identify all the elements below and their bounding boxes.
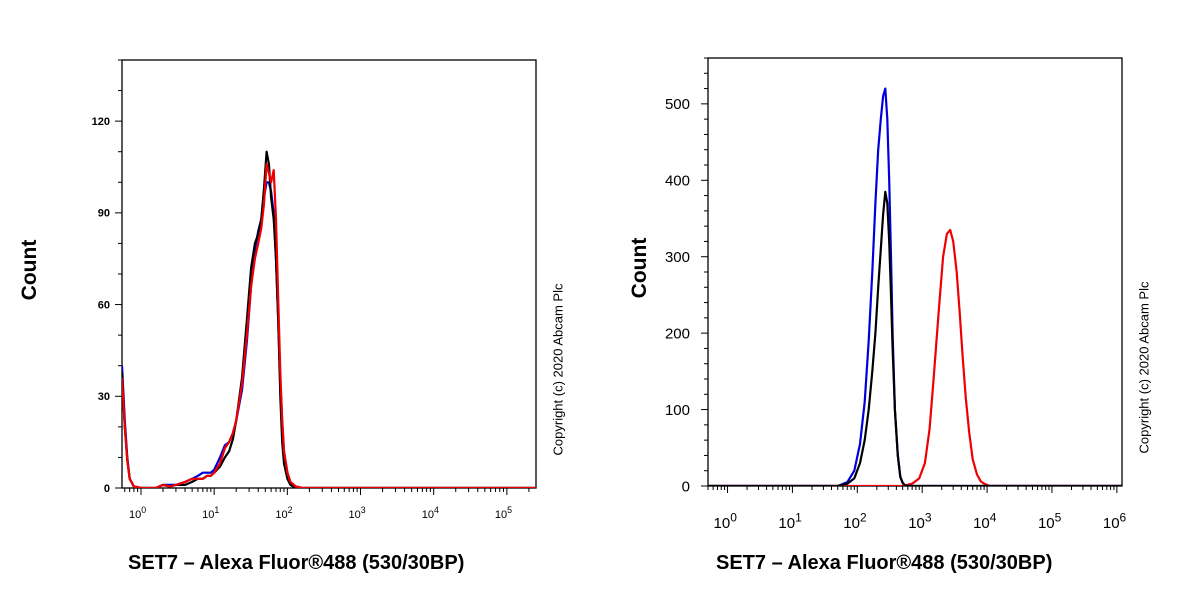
x-tick-label: 104 — [422, 505, 439, 521]
y-tick-label: 300 — [665, 249, 690, 266]
series-line-3 — [708, 190, 1122, 486]
x-tick-label: 101 — [202, 505, 219, 521]
histogram-panel-left: 0 30 60 90 120 100 101 102 103 104 105 Count SET7 … — [18, 59, 566, 574]
x-tick-label: 105 — [495, 505, 512, 521]
x-tick-label: 106 — [1103, 510, 1127, 532]
y-tick-label: 400 — [665, 173, 690, 190]
x-tick-label: 102 — [843, 510, 867, 532]
plot-frame — [121, 59, 537, 489]
plot-frame — [707, 57, 1123, 487]
histogram-plot-right: 0 100 200 300 400 500 100 101 102 103 104 105 106 — [665, 57, 1127, 532]
series-line-2 — [708, 87, 1122, 486]
histogram-panel-right: 0 100 200 300 400 500 100 101 102 103 104 105 106 Co… — [600, 0, 1200, 600]
copyright-notice: Copyright (c) 2020 Abcam Plc — [550, 283, 566, 456]
y-tick-label: 30 — [98, 391, 110, 403]
x-tick-label: 101 — [778, 510, 802, 532]
y-axis-label: Count — [628, 237, 651, 299]
y-tick-label: 120 — [92, 116, 110, 128]
y-tick-label: 200 — [665, 325, 690, 342]
x-tick-label: 105 — [1038, 510, 1062, 532]
histogram-plot-left: 0 30 60 90 120 100 101 102 103 104 105 — [92, 59, 537, 521]
series-line-1 — [122, 181, 536, 488]
x-axis-label: SET7 – Alexa Fluor®488 (530/30BP) — [128, 552, 465, 574]
x-tick-label: 103 — [908, 510, 932, 532]
y-tick-label: 60 — [98, 299, 110, 311]
series-line-3 — [122, 162, 536, 488]
series-line-1 — [708, 228, 1122, 486]
copyright-notice: Copyright (c) 2020 Abcam Plc — [1136, 281, 1152, 454]
x-tick-label: 100 — [714, 510, 738, 532]
y-tick-label: 0 — [104, 483, 110, 495]
y-tick-label: 100 — [665, 402, 690, 419]
y-tick-label: 0 — [682, 478, 690, 495]
y-axis-label: Count — [18, 239, 41, 301]
series-line-2 — [122, 150, 536, 488]
x-axis-label: SET7 – Alexa Fluor®488 (530/30BP) — [716, 552, 1053, 574]
y-tick-label: 500 — [665, 96, 690, 113]
x-tick-label: 104 — [973, 510, 997, 532]
x-tick-label: 100 — [129, 505, 146, 521]
y-tick-label: 90 — [98, 208, 110, 220]
x-tick-label: 103 — [349, 505, 366, 521]
x-tick-label: 102 — [275, 505, 292, 521]
